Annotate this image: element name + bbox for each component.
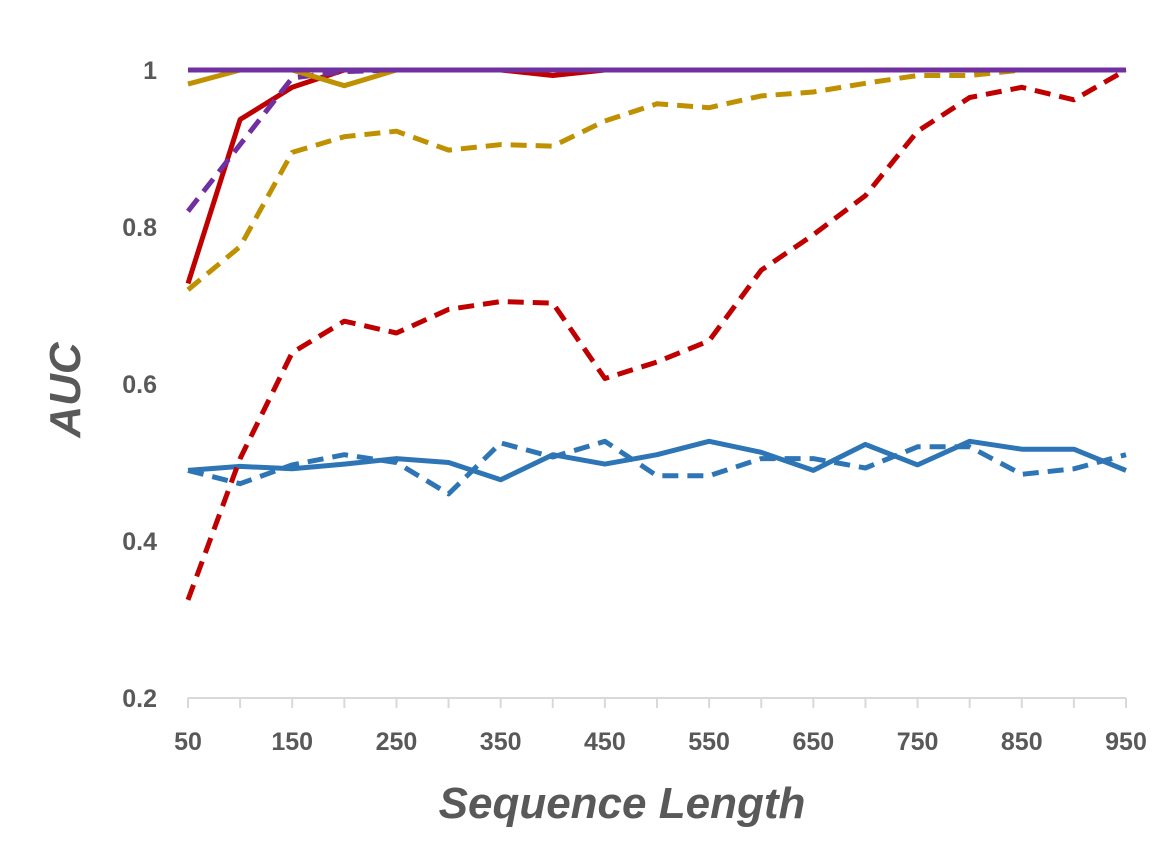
- x-tick-label: 950: [1105, 728, 1147, 756]
- x-tick-label: 650: [792, 728, 834, 756]
- x-tick-label: 850: [1001, 728, 1043, 756]
- x-tick-label: 450: [584, 728, 626, 756]
- series-line-1: [187, 438, 1127, 483]
- y-tick-label: 1: [143, 57, 157, 85]
- x-tick-label: 750: [897, 728, 939, 756]
- x-tick-label: 350: [480, 728, 522, 756]
- x-tick-label: 50: [174, 728, 202, 756]
- series-line-4: [186, 67, 1126, 292]
- x-axis-title: Sequence Length: [439, 779, 806, 828]
- x-tick-label: 550: [688, 728, 730, 756]
- x-axis-ticks: 50 150 250 350 450 550 650 750 850 950: [174, 698, 1147, 756]
- x-tick-label: 250: [376, 728, 418, 756]
- y-axis-ticks: 0.2 0.4 0.6 0.8 1: [122, 57, 157, 713]
- series-line-3: [185, 67, 1128, 601]
- y-tick-label: 0.2: [122, 685, 157, 713]
- y-tick-label: 0.4: [122, 528, 157, 556]
- series-line-2: [187, 438, 1127, 497]
- y-tick-label: 0.8: [122, 214, 157, 242]
- y-tick-label: 0.6: [122, 371, 157, 399]
- series-layer: [185, 67, 1128, 601]
- x-tick-label: 150: [271, 728, 313, 756]
- y-axis-title: AUC: [41, 341, 90, 439]
